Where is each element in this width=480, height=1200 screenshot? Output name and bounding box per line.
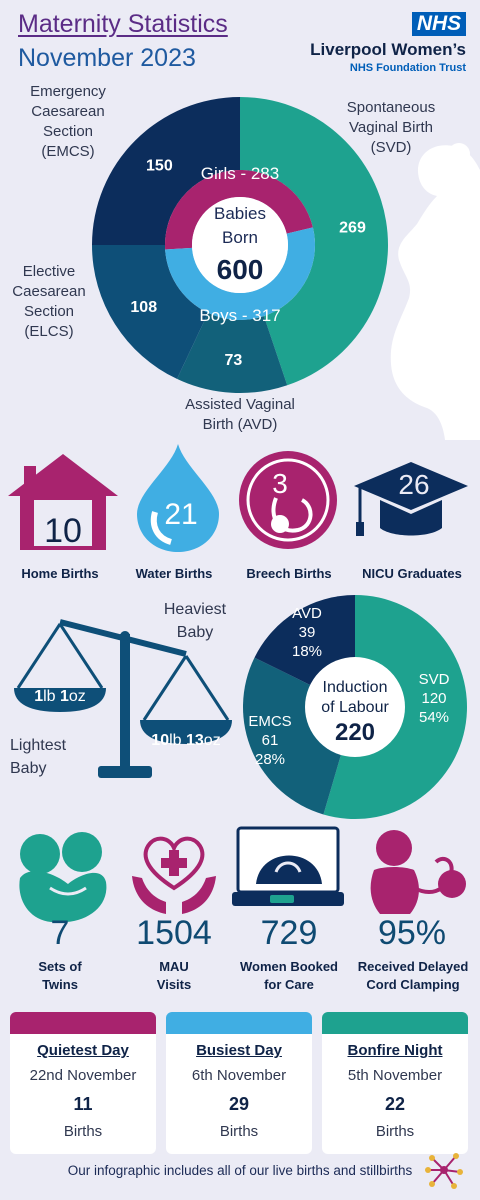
boys-label: Boys - 317 [199, 306, 280, 325]
donut-center [192, 197, 288, 293]
induction-emcs-label: EMCS 61 28% [248, 713, 292, 768]
lightest-baby-label: Lightest Baby [10, 737, 67, 777]
graduation-cap-icon: 26 [354, 462, 468, 536]
card-header-bar [322, 1012, 468, 1034]
twins-value: 7 [50, 914, 70, 952]
house-icon: 10 [8, 454, 118, 550]
donut-slice-outer [92, 245, 209, 379]
card-title: Bonfire Night [347, 1042, 443, 1059]
mau-visits-label: MAU Visits [156, 959, 192, 992]
org-name: Liverpool Women’s [310, 40, 466, 59]
induction-center-total: 220 [335, 719, 375, 746]
nicu-graduates-value: 26 [398, 469, 429, 500]
home-births-label: Home Births [21, 566, 99, 581]
girls-label: Girls - 283 [201, 164, 279, 183]
bonfire-night-card: Bonfire Night 5th November 22 Births [322, 1012, 468, 1154]
twins-label: Sets of Twins [38, 959, 82, 992]
card-unit: Births [375, 1123, 415, 1140]
flower-icon [425, 1153, 463, 1189]
pregnant-woman-silhouette-icon [390, 143, 480, 440]
card-header-bar [166, 1012, 312, 1034]
center-line1: Babies [214, 204, 266, 223]
nhs-logo: NHS [412, 12, 466, 36]
breech-births-label: Breech Births [246, 566, 332, 581]
donut-slice-outer [240, 97, 388, 386]
heaviest-baby-label: Heaviest Baby [163, 601, 227, 641]
donut-slice-inner [165, 170, 313, 250]
footer-note: Our infographic includes all of our live… [67, 1163, 413, 1178]
induction-center-line1: Induction [323, 679, 388, 696]
quietest-day-card: Quietest Day 22nd November 11 Births [10, 1012, 156, 1154]
donut-slice-outer [176, 312, 288, 393]
fetus-icon: 3 [239, 451, 337, 549]
donut-slice-value: 150 [146, 157, 173, 174]
donut-slice-inner [165, 227, 315, 320]
donut-slice-value: 73 [225, 352, 243, 369]
card-value: 29 [228, 1094, 250, 1114]
elcs-label: Elective Caesarean Section (ELCS) [12, 263, 86, 340]
card-unit: Births [63, 1123, 103, 1140]
page-title: Maternity Statistics [18, 10, 228, 38]
babies-born-donut-chart: 269 73 108 150 Girls - 283 Boys - 317 Babies Bo… [92, 97, 388, 393]
heaviest-weight: 10lb 13oz [151, 732, 221, 749]
women-booked-label: Women Booked for Care [240, 959, 338, 992]
induction-avd-label: AVD 39 18% [291, 605, 323, 660]
nicu-graduates-label: NICU Graduates [362, 566, 462, 581]
donut-slice-value: 108 [130, 299, 157, 316]
card-value: 11 [73, 1094, 93, 1114]
mau-visits-value: 1504 [136, 914, 212, 952]
card-title: Quietest Day [37, 1042, 129, 1059]
page-subtitle: November 2023 [18, 44, 196, 72]
org-subtitle: NHS Foundation Trust [349, 62, 466, 74]
women-booked-value: 729 [260, 914, 318, 952]
cord-clamping-label: Received Delayed Cord Clamping [357, 959, 469, 992]
cord-clamping-value: 95% [377, 914, 447, 952]
twins-icon [19, 832, 107, 923]
donut-slice-value: 269 [339, 220, 366, 237]
card-date: 22nd November [29, 1067, 137, 1084]
ultrasound-icon [232, 826, 344, 906]
emcs-label: Emergency Caesarean Section (EMCS) [30, 83, 106, 160]
center-line2: Born [222, 228, 258, 247]
water-births-value: 21 [164, 498, 197, 531]
svd-label: Spontaneous Vaginal Birth (SVD) [346, 99, 436, 156]
weighing-scales-icon [14, 619, 232, 778]
heart-hands-icon [132, 836, 216, 914]
donut-slice-outer [92, 97, 240, 245]
center-total: 600 [217, 254, 264, 285]
busiest-day-card: Busiest Day 6th November 29 Births [166, 1012, 312, 1154]
avd-label: Assisted Vaginal Birth (AVD) [185, 396, 295, 433]
card-date: 5th November [347, 1067, 443, 1084]
breech-births-value: 3 [272, 468, 288, 499]
induction-center-line2: of Labour [321, 699, 389, 716]
induction-of-labour-chart: Induction of Labour 220 [242, 595, 467, 819]
induction-svd-label: SVD 120 54% [418, 671, 450, 726]
lightest-weight: 1lb 1oz [34, 688, 86, 705]
water-births-label: Water Births [135, 566, 213, 581]
card-title: Busiest Day [196, 1042, 282, 1059]
card-header-bar [10, 1012, 156, 1034]
card-value: 22 [384, 1094, 406, 1114]
card-unit: Births [219, 1123, 259, 1140]
baby-cord-icon [370, 830, 466, 914]
card-date: 6th November [191, 1067, 287, 1084]
induction-center [305, 657, 405, 757]
home-births-value: 10 [44, 512, 82, 550]
water-drop-icon: 21 [137, 444, 219, 552]
